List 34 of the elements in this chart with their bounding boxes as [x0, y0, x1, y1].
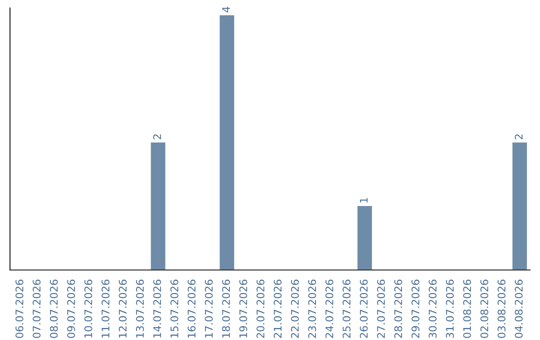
x-tick-label: 19.07.2026	[239, 280, 248, 338]
x-tick-label: 18.07.2026	[222, 280, 230, 338]
x-tick-label: 24.07.2026	[325, 280, 334, 338]
x-tick-label: 27.07.2026	[377, 280, 385, 338]
x-tick-label: 20.07.2026	[256, 280, 264, 338]
x-tick-label: 08.07.2026	[50, 280, 58, 338]
x-tick-label: 13.07.2026	[136, 280, 144, 338]
x-tick-label: 26.07.2026	[360, 280, 368, 338]
x-tick-label: 21.07.2026	[274, 280, 282, 338]
x-tick-label: 09.07.2026	[67, 280, 76, 338]
x-tick-label: 10.07.2026	[84, 280, 92, 338]
x-tick-label: 17.07.2026	[204, 280, 213, 338]
x-tick-label: 07.07.2026	[32, 280, 41, 338]
data-label: 1	[360, 198, 368, 202]
x-tick-label: 04.08.2026	[514, 280, 523, 338]
x-tick-label: 03.08.2026	[498, 280, 506, 338]
x-tick-label: 29.07.2026	[412, 280, 420, 338]
x-tick-label: 25.07.2026	[342, 280, 351, 338]
x-tick-label: 23.07.2026	[308, 280, 316, 338]
data-label: 4	[222, 6, 230, 12]
x-tick-label: 15.07.2026	[170, 280, 178, 338]
x-tick-label: 28.07.2026	[394, 280, 402, 338]
x-tick-label: 11.07.2026	[102, 280, 110, 338]
x-tick-label: 12.07.2026	[118, 280, 127, 338]
x-tick-label: 16.07.2026	[188, 280, 196, 338]
x-tick-label: 14.07.2026	[153, 280, 162, 338]
x-tick-label: 02.08.2026	[480, 280, 488, 338]
x-tick-label: 31.07.2026	[446, 280, 454, 338]
x-tick-label: 06.07.2026	[15, 280, 24, 338]
data-label: 2	[514, 134, 523, 140]
x-tick-label: 01.08.2026	[463, 280, 472, 338]
x-tick-label: 22.07.2026	[290, 280, 299, 338]
x-tick-label: 30.07.2026	[428, 280, 437, 338]
data-label: 2	[153, 134, 161, 140]
